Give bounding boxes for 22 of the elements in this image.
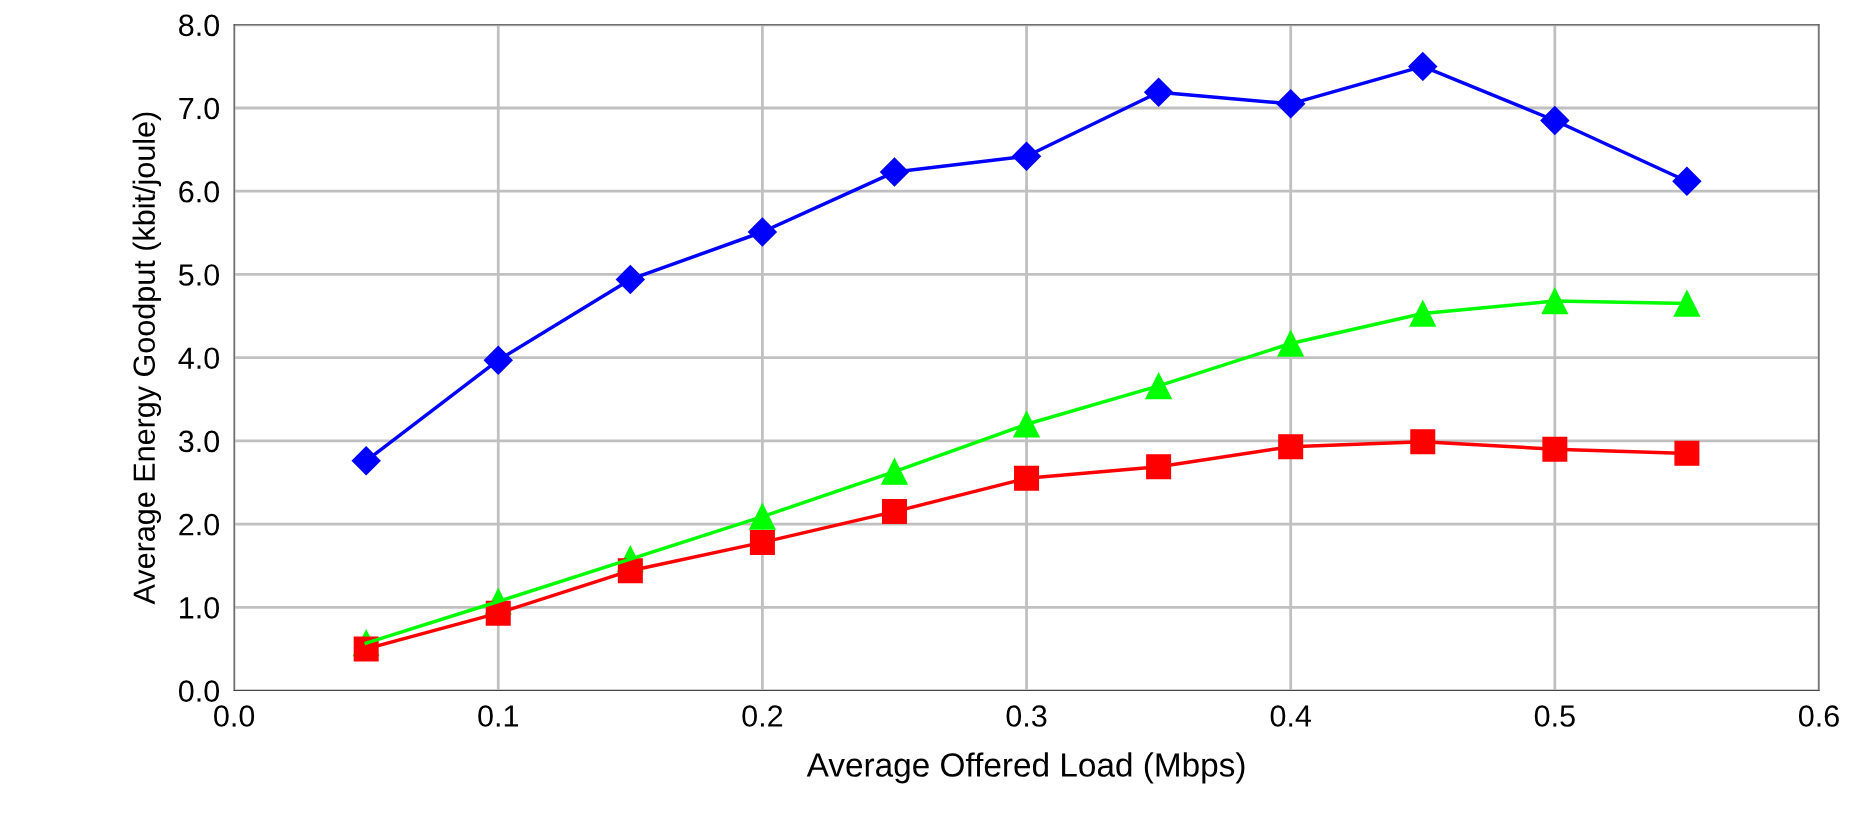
x-tick-label: 0.6 xyxy=(1798,705,1839,727)
x-axis-title: Average Offered Load (Mbps) xyxy=(806,752,1245,784)
y-tick-label: 7.0 xyxy=(179,97,220,120)
y-axis-title: Average Energy Goodput (kbit/joule) xyxy=(132,112,162,605)
x-tick-label: 0.4 xyxy=(1270,705,1312,727)
x-tick-label: 0.0 xyxy=(214,705,255,727)
y-tick-label: 6.0 xyxy=(179,180,220,203)
point xyxy=(1672,166,1702,196)
x-tick-label: 0.1 xyxy=(478,705,518,727)
point xyxy=(351,446,381,476)
point xyxy=(1673,290,1701,317)
x-tick-label: 0.2 xyxy=(742,705,783,727)
y-tick-label: 4.0 xyxy=(178,347,220,370)
y-tick-label: 5.0 xyxy=(178,264,220,286)
x-tick-label: 0.3 xyxy=(1006,705,1047,727)
y-tick-label: 3.0 xyxy=(178,430,220,453)
point xyxy=(1674,440,1700,466)
y-tick-label: 8.0 xyxy=(179,14,220,37)
x-tick-label: 0.5 xyxy=(1534,705,1575,727)
y-tick-label: 1.0 xyxy=(180,597,220,619)
y-tick-label: 2.0 xyxy=(179,513,220,536)
y-tick-label: 0.0 xyxy=(178,680,220,702)
